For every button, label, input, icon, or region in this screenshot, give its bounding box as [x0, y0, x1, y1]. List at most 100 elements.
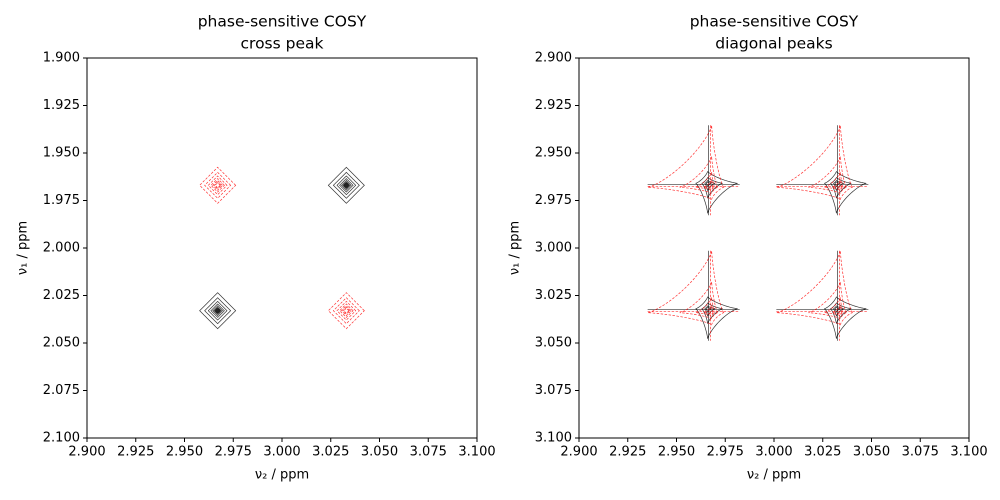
y-tick-label: 3.050 — [535, 336, 572, 351]
x-tick-label: 2.950 — [658, 445, 695, 460]
contour — [695, 296, 738, 339]
contour — [204, 171, 232, 199]
contour — [210, 303, 225, 318]
contour — [647, 125, 725, 201]
x-tick-label: 3.025 — [312, 445, 349, 460]
x-tick-label: 2.975 — [707, 445, 744, 460]
contour — [701, 302, 723, 324]
contour — [830, 302, 852, 324]
contour — [342, 181, 351, 190]
peak — [776, 125, 869, 216]
y-tick-label: 3.000 — [535, 241, 572, 256]
x-tick-label: 2.925 — [117, 445, 154, 460]
contour — [327, 166, 365, 204]
contour — [824, 297, 845, 317]
peak — [327, 292, 365, 330]
contour — [332, 297, 360, 325]
y-axis-label: ν₁ / ppm — [16, 221, 31, 275]
contour — [695, 297, 716, 317]
contour — [339, 178, 354, 193]
y-tick-label: 2.975 — [535, 193, 572, 208]
contour — [824, 171, 867, 214]
contour — [808, 281, 847, 319]
contour — [824, 296, 867, 339]
x-tick-label: 2.950 — [166, 445, 203, 460]
contour — [207, 175, 228, 196]
contour — [824, 171, 845, 192]
contour — [647, 250, 725, 326]
contour — [340, 179, 352, 191]
plot-area — [647, 125, 869, 341]
contour — [207, 300, 228, 321]
chart-title: phase-sensitive COSY — [198, 13, 367, 31]
y-tick-label: 2.075 — [43, 383, 80, 398]
y-tick-label: 3.100 — [535, 431, 572, 446]
x-tick-label: 2.925 — [609, 445, 646, 460]
chart-title: phase-sensitive COSY — [690, 13, 859, 31]
peak — [327, 166, 365, 204]
contour — [212, 305, 224, 317]
y-tick-label: 3.025 — [535, 288, 572, 303]
y-tick-label: 1.925 — [43, 98, 80, 113]
contour — [213, 306, 222, 315]
y-tick-label: 2.900 — [535, 51, 572, 66]
contour — [336, 300, 357, 321]
contour — [834, 306, 841, 313]
x-tick-label: 3.100 — [950, 445, 987, 460]
contour — [342, 306, 351, 315]
x-axis-label: ν₂ / ppm — [747, 468, 801, 483]
contour — [701, 177, 723, 199]
axes-frame — [578, 57, 970, 439]
contour — [832, 304, 843, 315]
contour — [212, 179, 224, 191]
contour — [776, 125, 854, 201]
contour — [204, 297, 232, 325]
x-tick-label: 3.025 — [804, 445, 841, 460]
contour — [776, 250, 854, 326]
peak — [647, 125, 740, 216]
y-tick-label: 1.975 — [43, 193, 80, 208]
y-tick-label: 2.100 — [43, 431, 80, 446]
peak — [647, 250, 740, 341]
contour — [705, 306, 712, 313]
plot-area — [199, 166, 365, 330]
contour — [336, 175, 357, 196]
y-tick-label: 1.950 — [43, 146, 80, 161]
peak — [776, 250, 869, 341]
contour-core — [215, 308, 221, 314]
x-tick-label: 3.050 — [853, 445, 890, 460]
contour — [703, 179, 714, 190]
contour — [213, 181, 222, 190]
x-tick-label: 3.000 — [755, 445, 792, 460]
x-tick-label: 3.050 — [361, 445, 398, 460]
x-tick-label: 2.900 — [68, 445, 105, 460]
x-tick-label: 3.075 — [410, 445, 447, 460]
y-tick-label: 2.000 — [43, 241, 80, 256]
peak — [776, 125, 869, 216]
y-axis-label: ν₁ / ppm — [508, 221, 523, 275]
contour — [199, 292, 237, 330]
y-tick-label: 2.025 — [43, 288, 80, 303]
peak — [199, 166, 237, 204]
x-tick-label: 3.075 — [902, 445, 939, 460]
contour — [830, 177, 852, 199]
chart-subtitle: diagonal peaks — [715, 35, 832, 53]
x-tick-label: 2.900 — [560, 445, 597, 460]
y-tick-label: 1.900 — [43, 51, 80, 66]
peak — [776, 250, 869, 341]
contour — [832, 179, 843, 190]
x-tick-label: 3.100 — [458, 445, 495, 460]
x-tick-label: 2.975 — [215, 445, 252, 460]
contour — [679, 156, 718, 194]
contour — [808, 156, 847, 194]
y-tick-label: 2.050 — [43, 336, 80, 351]
peak — [647, 125, 740, 216]
contour — [705, 181, 712, 188]
contour — [695, 171, 716, 192]
contour-core — [343, 182, 349, 188]
y-tick-label: 2.925 — [535, 98, 572, 113]
y-tick-label: 3.075 — [535, 383, 572, 398]
contour — [834, 181, 841, 188]
x-axis-label: ν₂ / ppm — [255, 468, 309, 483]
